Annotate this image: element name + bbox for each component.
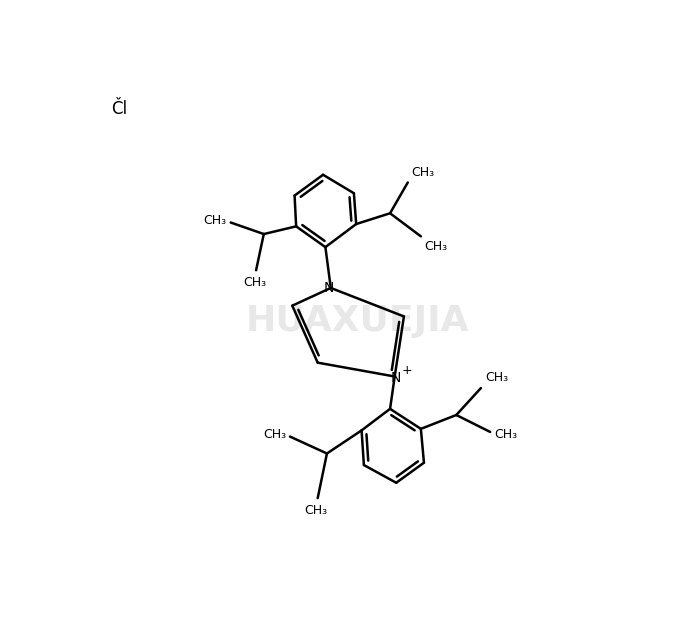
Text: CH₃: CH₃	[263, 428, 286, 441]
Text: N: N	[391, 371, 401, 385]
Text: Čl: Čl	[111, 100, 127, 117]
Text: CH₃: CH₃	[304, 504, 328, 518]
Text: CH₃: CH₃	[243, 276, 266, 290]
Text: +: +	[401, 364, 412, 377]
Text: CH₃: CH₃	[494, 428, 517, 441]
Text: CH₃: CH₃	[203, 214, 227, 227]
Text: CH₃: CH₃	[412, 166, 435, 178]
Text: CH₃: CH₃	[425, 240, 448, 253]
Text: HUAXUEJIA: HUAXUEJIA	[246, 304, 470, 338]
Text: CH₃: CH₃	[485, 371, 508, 384]
Text: N: N	[324, 281, 334, 295]
